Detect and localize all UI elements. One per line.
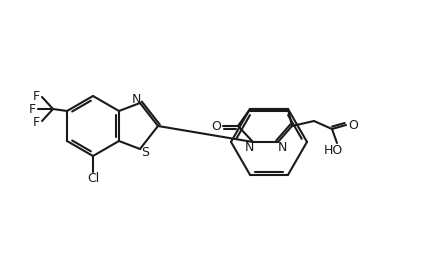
Text: O: O xyxy=(210,120,220,133)
Text: F: F xyxy=(33,116,39,129)
Text: S: S xyxy=(141,145,148,158)
Text: HO: HO xyxy=(322,144,342,157)
Text: F: F xyxy=(33,89,39,102)
Text: N: N xyxy=(244,140,253,153)
Text: N: N xyxy=(277,140,286,153)
Text: Cl: Cl xyxy=(87,172,99,186)
Text: N: N xyxy=(131,92,140,106)
Text: O: O xyxy=(347,119,357,131)
Text: F: F xyxy=(28,102,36,116)
